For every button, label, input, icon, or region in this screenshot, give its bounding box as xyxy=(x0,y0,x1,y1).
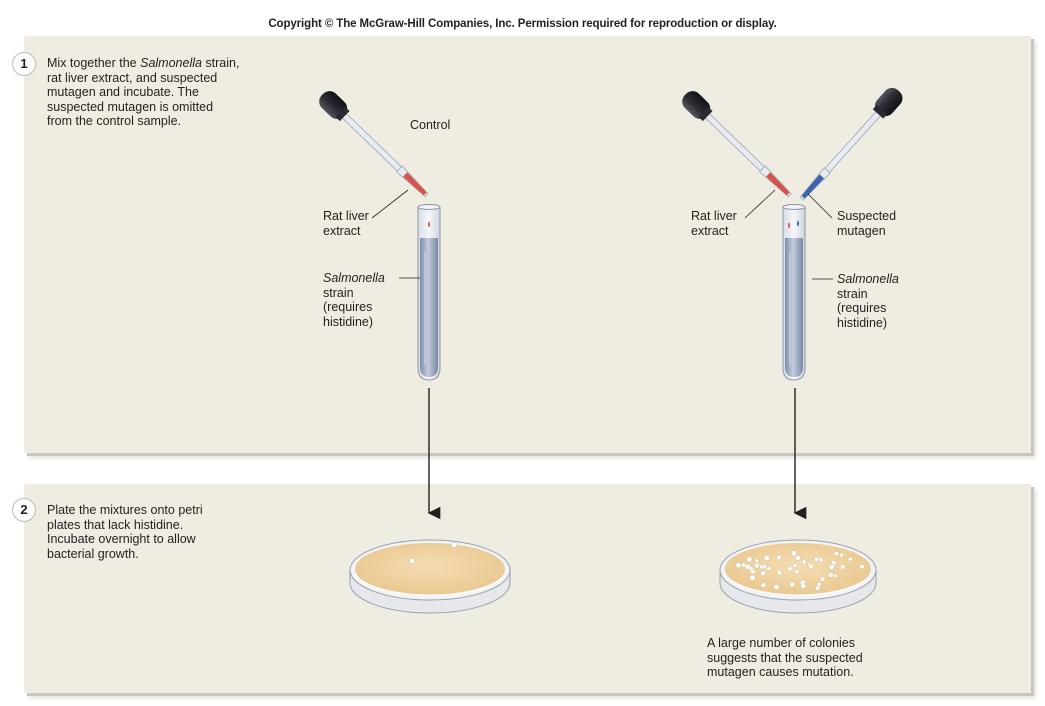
test-dropper-blue xyxy=(799,87,903,201)
control-rat-liver-label: Rat liver extract xyxy=(323,209,369,238)
step-2-instructions: Plate the mixtures onto petri plates tha… xyxy=(47,503,203,561)
control-dropper xyxy=(319,91,429,198)
colony xyxy=(741,562,746,568)
test-rat-liver-label: Rat liver extract xyxy=(691,209,737,238)
step-1-panel xyxy=(24,36,1031,453)
mutagen-colonies xyxy=(735,550,865,591)
colony xyxy=(451,542,457,548)
control-test-tube xyxy=(417,204,441,381)
colony xyxy=(790,550,797,557)
colony xyxy=(801,559,807,565)
colony xyxy=(818,557,824,563)
colony xyxy=(766,566,772,571)
control-salmonella-label: Salmonella strain (requires histidine) xyxy=(323,271,385,329)
colony xyxy=(763,554,770,561)
control-title: Control xyxy=(410,118,451,132)
colony xyxy=(808,563,814,570)
colony xyxy=(792,563,798,568)
colony xyxy=(754,562,760,569)
colony xyxy=(816,581,822,588)
colony xyxy=(839,552,844,558)
copyright-notice: Copyright © The McGraw-Hill Companies, I… xyxy=(268,18,777,30)
colony xyxy=(859,564,865,570)
colony xyxy=(754,558,759,564)
colony xyxy=(749,574,756,581)
colony xyxy=(787,566,793,572)
colony xyxy=(746,556,753,563)
colony xyxy=(776,555,782,561)
colony xyxy=(759,564,764,570)
colony xyxy=(794,569,800,574)
colony xyxy=(839,564,846,570)
leader-lines xyxy=(371,189,833,280)
step-1-instructions: Mix together the Salmonella strain, rat … xyxy=(47,56,240,128)
mutagen-test-tube xyxy=(782,204,806,381)
colony xyxy=(760,582,767,588)
step-1-number: 1 xyxy=(12,52,36,76)
conclusion-text: A large number of colonies suggests that… xyxy=(707,636,863,679)
colony xyxy=(409,558,415,564)
colony xyxy=(760,570,766,576)
colony xyxy=(827,572,834,578)
mutagen-petri-dish xyxy=(719,539,877,614)
step-2-number: 2 xyxy=(12,498,36,522)
colony xyxy=(847,556,853,562)
colony xyxy=(800,583,807,589)
colony xyxy=(828,564,835,570)
suspected-mutagen-label: Suspected mutagen xyxy=(837,209,897,238)
colony xyxy=(813,556,820,562)
test-dropper-red xyxy=(682,91,792,198)
colony xyxy=(819,576,826,582)
test-salmonella-label: Salmonella strain (requires histidine) xyxy=(837,272,899,330)
colony xyxy=(833,551,839,557)
colony xyxy=(789,581,796,588)
control-petri-dish xyxy=(349,539,511,614)
colony xyxy=(748,566,754,572)
colony xyxy=(735,562,742,569)
colony xyxy=(794,555,801,561)
colony xyxy=(776,569,783,576)
colony xyxy=(773,584,780,591)
